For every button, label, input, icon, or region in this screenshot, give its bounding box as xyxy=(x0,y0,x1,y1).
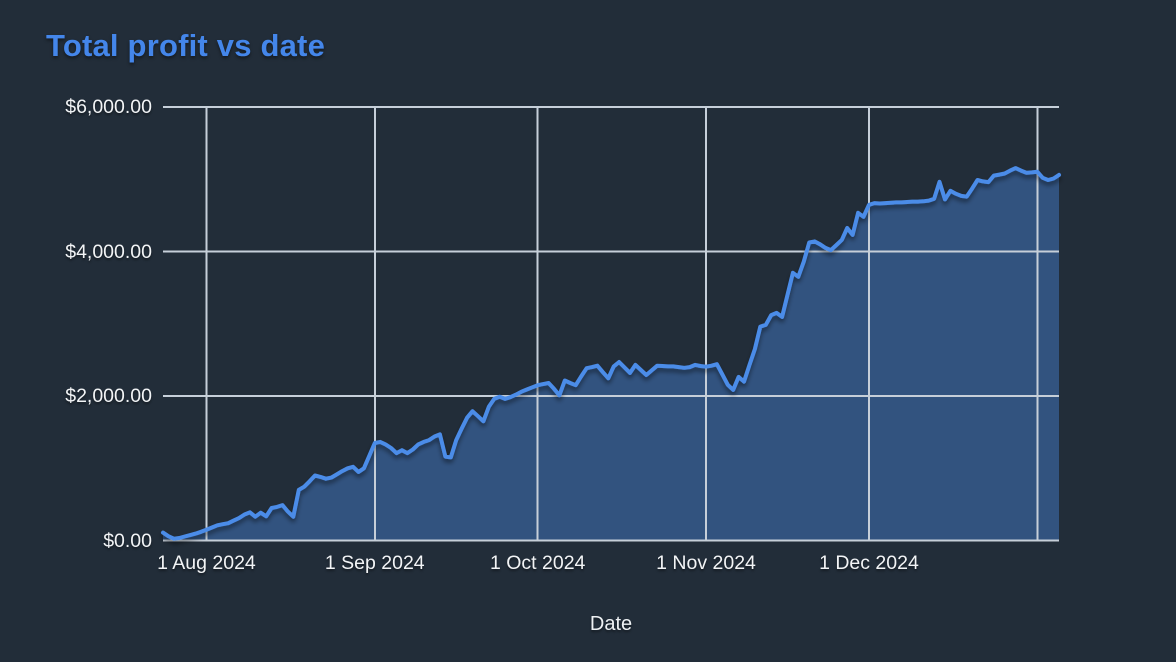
x-tick-label: 1 Aug 2024 xyxy=(157,552,256,574)
gridlines xyxy=(163,106,1059,542)
x-tick-label: 1 Sep 2024 xyxy=(324,552,425,574)
x-tick-label: 1 Oct 2024 xyxy=(489,552,586,574)
y-tick-label: $0.00 xyxy=(103,529,152,552)
y-tick-label: $4,000.00 xyxy=(65,240,152,263)
chart-title: Total profit vs date xyxy=(46,28,326,63)
series-area-fill xyxy=(163,168,1059,541)
x-tick-label: 1 Nov 2024 xyxy=(656,552,756,574)
x-axis-title: Date xyxy=(589,613,633,635)
y-tick-label: $6,000.00 xyxy=(65,96,152,118)
y-tick-label: $2,000.00 xyxy=(65,385,152,407)
x-tick-label: 1 Dec 2024 xyxy=(819,552,919,574)
series-line xyxy=(161,166,1061,541)
